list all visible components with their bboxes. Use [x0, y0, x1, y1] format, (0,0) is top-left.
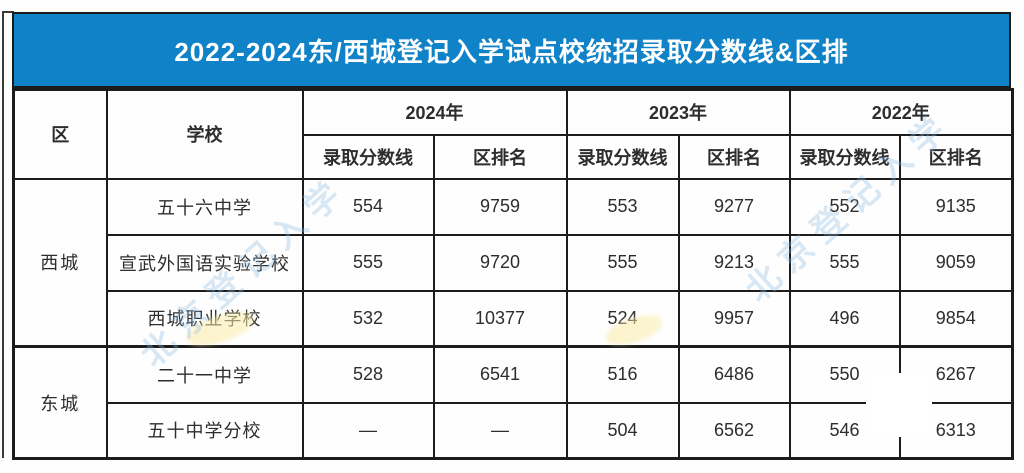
school-name: 五十中学分校 [105, 401, 304, 460]
district-dongcheng: 东城 [12, 345, 108, 460]
cell-rank: 9957 [677, 289, 791, 348]
cell-score: 555 [788, 233, 901, 292]
scores-table: 区 学校 2024年 2023年 2022年 录取分数线 区排名 录取分数线 区… [12, 88, 1015, 460]
page-title: 2022-2024东/西城登记入学试点校统招录取分数线&区排 [174, 36, 849, 67]
cell-score: 550 [788, 345, 901, 404]
cell-rank: 10377 [432, 289, 568, 348]
header-rank-2024: 区排名 [432, 133, 568, 180]
header-rank-2022: 区排名 [898, 133, 1014, 180]
cell-rank: 6562 [677, 401, 791, 460]
cell-rank: — [432, 401, 568, 460]
table-row: 东城 二十一中学 528 6541 516 6486 550 6267 [12, 345, 1014, 460]
cell-score: 524 [565, 289, 680, 348]
cell-score: 532 [301, 289, 435, 348]
district-xicheng: 西城 [12, 177, 108, 348]
school-name: 二十一中学 [105, 345, 304, 404]
cell-rank: 6541 [432, 345, 568, 404]
cell-rank: 9135 [898, 177, 1014, 236]
cell-score: 555 [565, 233, 680, 292]
header-rank-2023: 区排名 [677, 133, 791, 180]
table-row: 五十中学分校 — — 504 6562 546 6313 [14, 401, 1014, 460]
cell-rank: 6486 [677, 345, 791, 404]
cell-score: 516 [565, 345, 680, 404]
cell-score: 496 [788, 289, 901, 348]
cell-score: 554 [301, 177, 435, 236]
school-name: 西城职业学校 [105, 289, 304, 348]
header-score-2022: 录取分数线 [788, 133, 901, 180]
cell-rank: 9720 [432, 233, 568, 292]
header-score-2023: 录取分数线 [565, 133, 680, 180]
cell-score: 546 [788, 401, 901, 460]
cell-rank: 9759 [432, 177, 568, 236]
cell-score: 552 [788, 177, 901, 236]
cell-score: — [301, 401, 435, 460]
cell-rank: 9854 [898, 289, 1014, 348]
top-frame-line [2, 11, 14, 13]
header-year-2022: 2022年 [788, 88, 1014, 136]
left-frame-line [2, 11, 4, 458]
table-row: 宣武外国语实验学校 555 9720 555 9213 555 9059 [14, 233, 1014, 292]
table-row: 西城职业学校 532 10377 524 9957 496 9854 [14, 289, 1014, 348]
title-bar: 2022-2024东/西城登记入学试点校统招录取分数线&区排 [12, 12, 1011, 88]
cell-rank: 6267 [898, 345, 1014, 404]
cell-score: 528 [301, 345, 435, 404]
cell-score: 504 [565, 401, 680, 460]
cell-score: 553 [565, 177, 680, 236]
cell-score: 555 [301, 233, 435, 292]
school-name: 宣武外国语实验学校 [105, 233, 304, 292]
header-year-2024: 2024年 [301, 88, 568, 136]
cell-rank: 9059 [898, 233, 1014, 292]
header-year-2023: 2023年 [565, 88, 791, 136]
cell-rank: 6313 [898, 401, 1014, 460]
header-school: 学校 [105, 88, 304, 180]
table-row: 西城 五十六中学 554 9759 553 9277 552 9135 [12, 177, 1014, 348]
cell-rank: 9213 [677, 233, 791, 292]
header-district: 区 [12, 88, 108, 180]
header-score-2024: 录取分数线 [301, 133, 435, 180]
school-name: 五十六中学 [105, 177, 304, 236]
cell-rank: 9277 [677, 177, 791, 236]
